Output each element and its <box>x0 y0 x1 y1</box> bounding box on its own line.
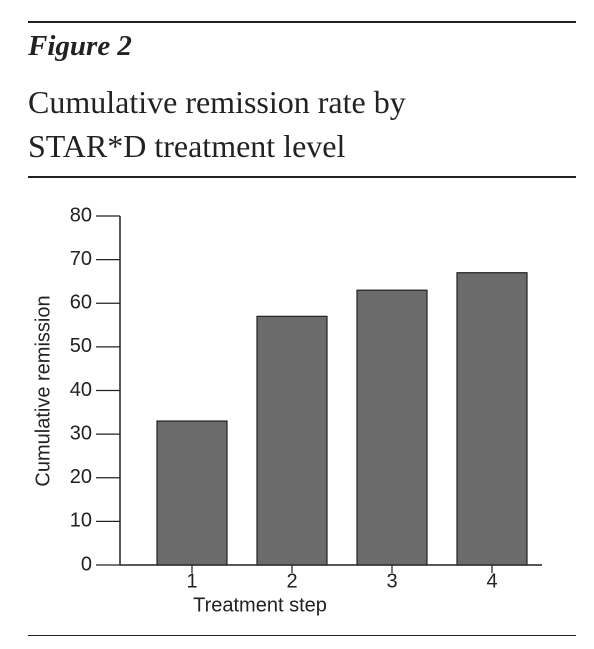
y-tick-label: 20 <box>70 466 92 488</box>
bar <box>356 289 428 566</box>
x-axis-label: Treatment step <box>193 594 327 616</box>
figure-label: Figure 2 <box>28 30 132 62</box>
x-tick-label: 2 <box>286 570 297 592</box>
chart-title: Cumulative remission rate by STAR*D trea… <box>28 84 406 164</box>
y-tick-label: 40 <box>70 379 92 401</box>
chart: Treatment step Cumulative remission 0 10 2… <box>32 204 542 616</box>
y-tick-label: 60 <box>70 292 92 314</box>
bottom-rule <box>28 635 576 636</box>
title-rule <box>28 176 576 178</box>
top-rule <box>28 21 576 23</box>
y-tick-label: 50 <box>70 335 92 357</box>
x-tick-label: 4 <box>486 570 497 592</box>
y-axis-label: Cumulative remission <box>32 295 54 486</box>
x-tick-label: 1 <box>186 570 197 592</box>
y-tick-label: 70 <box>70 248 92 270</box>
y-tick-label: 30 <box>70 422 92 444</box>
y-tick-label: 80 <box>70 204 92 226</box>
bar <box>456 272 528 566</box>
bar <box>156 420 228 566</box>
y-tick-label: 10 <box>70 510 92 532</box>
y-tick-label: 0 <box>81 553 92 575</box>
bar <box>256 315 328 566</box>
x-tick-label: 3 <box>386 570 397 592</box>
